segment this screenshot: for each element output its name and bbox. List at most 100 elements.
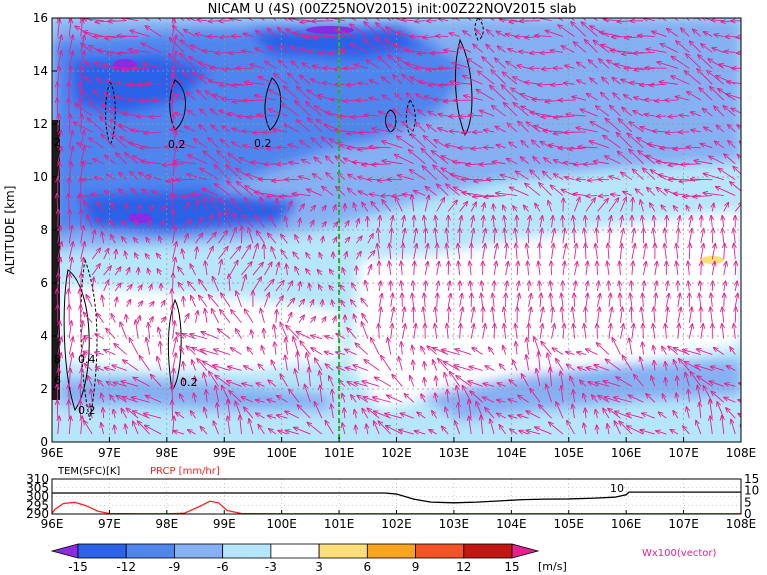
wind-vector <box>283 18 288 22</box>
wind-vector <box>255 30 265 37</box>
wind-vector <box>145 395 162 403</box>
wind-vector <box>363 397 380 403</box>
wind-vector <box>367 251 375 260</box>
wind-vector <box>310 300 313 308</box>
wind-vector <box>267 233 277 244</box>
wind-vector <box>437 184 449 196</box>
wind-vector <box>231 84 253 86</box>
wind-vector <box>174 94 185 101</box>
wind-vector <box>382 95 391 101</box>
wind-vector <box>338 116 357 117</box>
wind-vector <box>272 129 288 132</box>
wind-vector <box>92 277 94 292</box>
wind-vector <box>314 157 323 165</box>
wind-vector <box>269 429 277 435</box>
wind-vector <box>161 300 165 308</box>
wind-vector <box>125 424 127 435</box>
wind-vector <box>421 394 426 403</box>
wind-vector <box>279 60 288 69</box>
wind-vector <box>69 162 71 180</box>
wind-vector <box>173 368 174 387</box>
wind-vector <box>424 216 425 228</box>
wind-vector <box>264 262 272 276</box>
wind-vector <box>271 360 277 371</box>
wind-vector <box>206 390 207 403</box>
wind-vector <box>311 79 323 85</box>
colorbar-tick-label: -3 <box>265 560 277 574</box>
wind-vector <box>402 228 405 244</box>
wind-vector <box>115 249 116 260</box>
x-tick-label: 96E <box>41 517 64 531</box>
wind-vector <box>296 86 311 101</box>
wind-vector <box>236 291 242 307</box>
wind-vector <box>68 289 69 307</box>
wind-vector <box>180 40 196 53</box>
wind-vector <box>150 374 162 387</box>
wind-vector <box>228 400 230 419</box>
wind-vector <box>84 76 93 85</box>
wind-vector <box>345 252 347 260</box>
wind-vector <box>142 189 150 196</box>
wind-vector <box>325 420 334 435</box>
wind-vector <box>121 381 139 387</box>
wind-vector <box>347 188 357 196</box>
wind-vector <box>57 400 58 419</box>
x-tick-label: 102E <box>381 517 412 531</box>
wind-vector <box>211 309 219 323</box>
wind-vector <box>446 243 448 260</box>
wind-vector <box>379 215 380 228</box>
wind-vector <box>540 52 552 53</box>
wind-vector <box>81 43 93 53</box>
wind-vector <box>258 364 265 371</box>
wind-vector <box>69 19 71 37</box>
wind-vector <box>309 368 311 387</box>
wind-vector <box>90 404 93 419</box>
wind-vector <box>241 245 250 260</box>
y-tick-label: 16 <box>33 11 48 25</box>
wind-vector <box>69 82 70 101</box>
wind-vector <box>293 252 300 260</box>
wind-vector <box>220 84 242 85</box>
wind-vector <box>172 242 177 260</box>
wind-vector <box>160 206 166 212</box>
y-tick-label: 10 <box>33 170 48 184</box>
wind-vector <box>218 246 229 260</box>
wind-vector <box>111 202 116 212</box>
wind-vector <box>148 83 162 84</box>
wind-vector <box>116 96 127 101</box>
x-tick-label: 101E <box>324 446 355 460</box>
wind-vector <box>336 186 346 196</box>
wind-vector <box>141 161 162 164</box>
x-tick-label: 99E <box>213 517 236 531</box>
wind-vector <box>105 93 116 101</box>
wind-vector <box>321 137 334 149</box>
wind-vector <box>361 298 369 308</box>
colorbar-tick-labels: -15 -12 -9 -6 -3 3 6 9 12 15 <box>68 560 519 574</box>
wind-vector <box>102 232 104 244</box>
wind-vector <box>150 205 154 212</box>
wind-vector <box>196 247 198 260</box>
wind-vector <box>302 63 311 69</box>
wind-vector <box>336 352 345 355</box>
wind-vector <box>429 430 437 435</box>
colorbar-swatch <box>511 543 540 559</box>
wind-vector <box>269 89 288 101</box>
wind-vector <box>91 389 92 403</box>
wind-vector <box>379 307 381 323</box>
wind-vector <box>102 295 104 307</box>
wind-vector <box>196 199 198 212</box>
wind-vector <box>208 81 231 85</box>
wind-vector <box>206 246 213 260</box>
wind-vector <box>381 77 392 85</box>
wind-vector <box>220 309 231 324</box>
wind-vector <box>114 343 127 355</box>
wind-vector <box>198 62 219 69</box>
wind-vector <box>57 82 58 101</box>
contour-label: 0.2 <box>180 376 198 389</box>
wind-vector <box>724 293 725 307</box>
wind-vector <box>103 408 104 419</box>
wind-vector <box>255 413 265 419</box>
wind-vector <box>58 209 59 228</box>
shade-lower-blue <box>420 360 741 420</box>
